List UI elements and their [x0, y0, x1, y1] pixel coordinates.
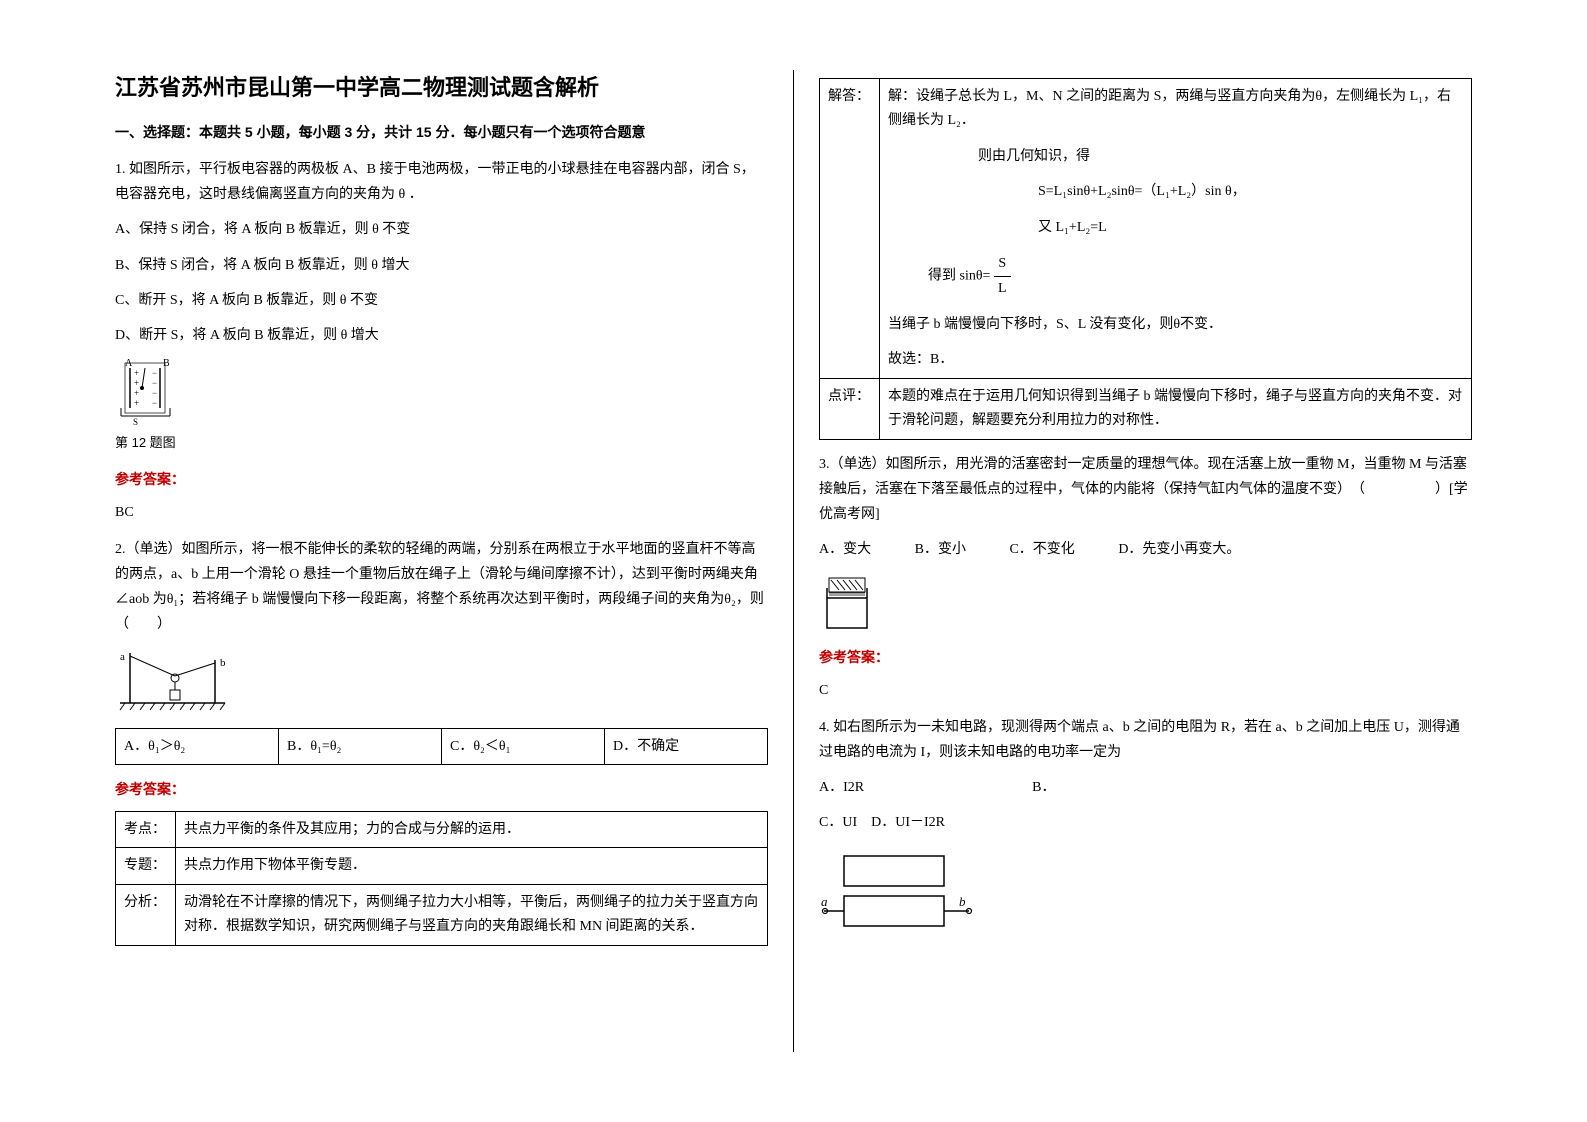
section-1-header: 一、选择题：本题共 5 小题，每小题 3 分，共计 15 分．每小题只有一个选项… [115, 122, 768, 142]
jieda-line: S=L₁sinθ+L₂sinθ=（L₁+L₂）sin θ， [1038, 180, 1463, 204]
q1-figure-caption: 第 12 题图 [115, 431, 768, 454]
answer-label: 参考答案： [819, 645, 1472, 670]
q1-option-a: A、保持 S 闭合，将 A 板向 B 板靠近，则 θ 不变 [115, 217, 768, 242]
q2-options-table: A．θ₁＞θ₂ B．θ₁=θ₂ C．θ₂＜θ₁ D．不确定 [115, 728, 768, 766]
dianping-label: 点评： [820, 379, 880, 440]
q1-option-d: D、断开 S，将 A 板向 B 板靠近，则 θ 增大 [115, 323, 768, 348]
jieda-label: 解答： [820, 79, 880, 379]
fraction: S L [994, 252, 1011, 301]
zhuanti-text: 共点力作用下物体平衡专题． [176, 848, 768, 885]
q3-option-c: C．不变化 [1009, 542, 1074, 557]
svg-text:−: − [152, 398, 157, 408]
capacitor-diagram-icon: A B + + + + − − − − S [115, 358, 185, 428]
piston-diagram-icon [819, 573, 879, 633]
question-1: 1. 如图所示，平行板电容器的两极板 A、B 接于电池两极，一带正电的小球悬挂在… [115, 157, 768, 525]
jieda-line: 又 L₁+L₂=L [1038, 216, 1463, 240]
q3-figure [819, 573, 1472, 633]
jieda-line: 则由几何知识，得 [978, 145, 1463, 169]
question-3: 3.（单选）如图所示，用光滑的活塞密封一定质量的理想气体。现在活塞上放一重物 M… [819, 452, 1472, 703]
q2-analysis-table-continued: 解答： 解：设绳子总长为 L，M、N 之间的距离为 S，两绳与竖直方向夹角为θ，… [819, 78, 1472, 440]
table-row: 分析： 动滑轮在不计摩擦的情况下，两侧绳子拉力大小相等，平衡后，两侧绳子的拉力关… [116, 885, 768, 946]
q2-analysis-table: 考点： 共点力平衡的条件及其应用；力的合成与分解的运用． 专题： 共点力作用下物… [115, 811, 768, 946]
svg-text:b: b [959, 894, 966, 909]
table-row: 考点： 共点力平衡的条件及其应用；力的合成与分解的运用． [116, 811, 768, 848]
svg-text:+: + [134, 368, 139, 378]
question-4: 4. 如右图所示为一未知电路，现测得两个端点 a、b 之间的电阻为 R，若在 a… [819, 715, 1472, 936]
answer-label: 参考答案： [115, 467, 768, 492]
q3-answer: C [819, 678, 1472, 703]
q1-option-c: C、断开 S，将 A 板向 B 板靠近，则 θ 不变 [115, 288, 768, 313]
q4-option-c: C．UI D．UI－I2R [819, 810, 1472, 835]
right-column: 解答： 解：设绳子总长为 L，M、N 之间的距离为 S，两绳与竖直方向夹角为θ，… [804, 70, 1487, 1052]
circuit-diagram-icon: a b [819, 846, 989, 936]
svg-text:+: + [134, 398, 139, 408]
fenxi-text: 动滑轮在不计摩擦的情况下，两侧绳子拉力大小相等，平衡后，两侧绳子的拉力关于竖直方… [176, 885, 768, 946]
fenxi-label: 分析： [116, 885, 176, 946]
svg-text:+: + [134, 378, 139, 388]
svg-text:b: b [220, 657, 226, 669]
q1-stem: 1. 如图所示，平行板电容器的两极板 A、B 接于电池两极，一带正电的小球悬挂在… [115, 157, 768, 207]
q3-option-b: B．变小 [915, 542, 966, 557]
opt-cell: A．θ₁＞θ₂ [116, 728, 279, 765]
q4-figure: a b [819, 846, 1472, 936]
svg-text:−: − [152, 368, 157, 378]
svg-text:B: B [163, 358, 170, 369]
question-2: 2.（单选）如图所示，将一根不能伸长的柔软的轻绳的两端，分别系在两根立于水平地面… [115, 537, 768, 946]
jieda-line: 故选：B． [888, 348, 1463, 372]
q1-answer: BC [115, 500, 768, 525]
q4-option-a: A．I2R B． [819, 775, 1472, 800]
svg-text:a: a [120, 651, 125, 663]
dianping-text: 本题的难点在于运用几何知识得到当绳子 b 端慢慢向下移时，绳子与竖直方向的夹角不… [880, 379, 1472, 440]
kaodian-label: 考点： [116, 811, 176, 848]
opt-cell: C．θ₂＜θ₁ [442, 728, 605, 765]
jieda-line: 解：设绳子总长为 L，M、N 之间的距离为 S，两绳与竖直方向夹角为θ，左侧绳长… [888, 85, 1463, 133]
answer-label: 参考答案： [115, 777, 768, 802]
q2-figure: a b [115, 648, 768, 718]
left-column: 江苏省苏州市昆山第一中学高二物理测试题含解析 一、选择题：本题共 5 小题，每小… [100, 70, 783, 1052]
jieda-line: 得到 sinθ= S L [928, 252, 1463, 301]
kaodian-text: 共点力平衡的条件及其应用；力的合成与分解的运用． [176, 811, 768, 848]
column-divider [793, 70, 794, 1052]
svg-text:−: − [152, 388, 157, 398]
zhuanti-label: 专题： [116, 848, 176, 885]
table-row: 专题： 共点力作用下物体平衡专题． [116, 848, 768, 885]
q3-option-d: D．先变小再变大。 [1118, 542, 1240, 557]
q3-stem: 3.（单选）如图所示，用光滑的活塞密封一定质量的理想气体。现在活塞上放一重物 M… [819, 452, 1472, 528]
svg-text:a: a [821, 894, 828, 909]
opt-cell: D．不确定 [605, 728, 768, 765]
jieda-line: 当绳子 b 端慢慢向下移时，S、L 没有变化，则θ不变． [888, 313, 1463, 337]
q2-stem: 2.（单选）如图所示，将一根不能伸长的柔软的轻绳的两端，分别系在两根立于水平地面… [115, 537, 768, 638]
q3-option-a: A．变大 [819, 542, 871, 557]
svg-text:+: + [134, 388, 139, 398]
page-title: 江苏省苏州市昆山第一中学高二物理测试题含解析 [115, 70, 768, 102]
svg-text:S: S [133, 417, 138, 427]
opt-cell: B．θ₁=θ₂ [279, 728, 442, 765]
q4-stem: 4. 如右图所示为一未知电路，现测得两个端点 a、b 之间的电阻为 R，若在 a… [819, 715, 1472, 765]
svg-text:−: − [152, 378, 157, 388]
table-row: A．θ₁＞θ₂ B．θ₁=θ₂ C．θ₂＜θ₁ D．不确定 [116, 728, 768, 765]
svg-text:A: A [125, 358, 133, 369]
pulley-diagram-icon: a b [115, 648, 235, 718]
jieda-cell: 解：设绳子总长为 L，M、N 之间的距离为 S，两绳与竖直方向夹角为θ，左侧绳长… [880, 79, 1472, 379]
q3-options: A．变大 B．变小 C．不变化 D．先变小再变大。 [819, 537, 1472, 562]
q1-figure: A B + + + + − − − − S 第 12 题图 [115, 358, 768, 454]
q1-option-b: B、保持 S 闭合，将 A 板向 B 板靠近，则 θ 增大 [115, 253, 768, 278]
table-row: 点评： 本题的难点在于运用几何知识得到当绳子 b 端慢慢向下移时，绳子与竖直方向… [820, 379, 1472, 440]
table-row: 解答： 解：设绳子总长为 L，M、N 之间的距离为 S，两绳与竖直方向夹角为θ，… [820, 79, 1472, 379]
